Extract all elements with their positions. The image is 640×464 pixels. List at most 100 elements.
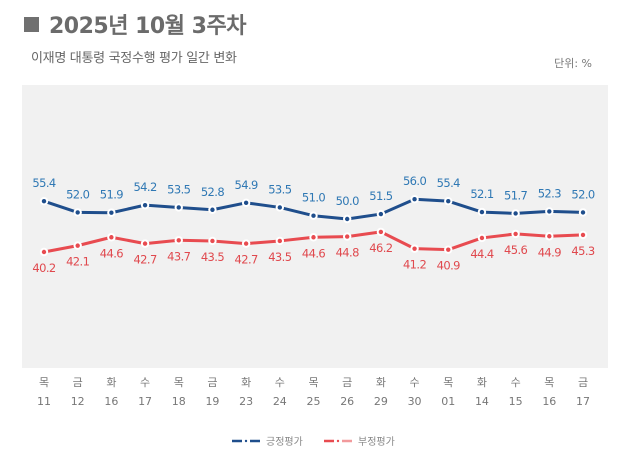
data-point-negative [277, 238, 283, 244]
data-label-negative: 42.7 [133, 253, 156, 267]
data-label-positive: 50.0 [336, 194, 359, 208]
title-text: 2025년 10월 3주차 [49, 14, 246, 39]
x-tick-date: 30 [408, 395, 422, 408]
data-label-positive: 54.9 [235, 178, 258, 192]
line-segment-negative [514, 232, 551, 238]
x-tick-date: 18 [172, 395, 186, 408]
data-label-negative: 41.2 [403, 258, 426, 272]
data-label-negative: 45.6 [504, 243, 527, 257]
data-point-negative [513, 231, 518, 237]
line-segment-positive [210, 201, 248, 212]
data-point-negative [41, 249, 47, 255]
x-tick-date: 29 [374, 395, 388, 408]
data-label-negative: 44.8 [336, 246, 359, 260]
x-tick-day: 화 [106, 376, 116, 389]
data-label-positive: 55.4 [437, 176, 460, 190]
x-tick-date: 12 [71, 395, 85, 408]
x-tick-day: 목 [174, 376, 184, 389]
line-segment-negative [480, 232, 518, 240]
line-segment-negative [109, 235, 147, 246]
line-segment-positive [278, 205, 315, 218]
line-segment-negative [244, 239, 282, 246]
line-segment-positive [446, 199, 484, 214]
legend-swatch-negative-dot [336, 439, 340, 443]
x-tick-day: 수 [275, 376, 285, 389]
x-tick-day: 금 [342, 376, 352, 389]
legend: 긍정평가 부정평가 [232, 436, 395, 448]
data-point-negative [142, 241, 148, 246]
data-label-positive: 52.0 [571, 187, 594, 201]
data-label-positive: 51.7 [504, 188, 527, 202]
line-segment-negative [143, 238, 181, 246]
data-point-positive [479, 209, 485, 215]
line-segment-positive [480, 210, 518, 215]
line-segment-positive [143, 203, 181, 209]
data-label-negative: 40.9 [437, 259, 460, 273]
legend-label-negative: 부정평가 [358, 436, 395, 448]
data-label-positive: 51.0 [302, 191, 325, 205]
data-point-negative [446, 247, 451, 252]
x-tick-date: 14 [475, 395, 489, 408]
chart-title: 2025년 10월 3주차 [24, 8, 246, 40]
x-tick-day: 목 [544, 376, 554, 389]
x-tick-date: 16 [542, 395, 556, 408]
data-point-negative [311, 235, 316, 240]
x-tick-day: 화 [477, 376, 487, 389]
series-points [39, 195, 588, 257]
data-point-positive [176, 205, 181, 210]
line-segment-negative [413, 247, 450, 252]
line-segment-positive [514, 209, 551, 215]
unit-label: 단위: % [554, 57, 592, 70]
line-segment-negative [210, 239, 248, 246]
x-tick-day: 금 [73, 376, 83, 389]
x-tick-date: 15 [509, 395, 523, 408]
line-segment-negative [446, 236, 484, 252]
data-point-positive [210, 207, 215, 212]
x-tick-date: 17 [138, 395, 152, 408]
data-label-positive: 52.3 [538, 186, 561, 200]
x-tick-date: 11 [37, 395, 51, 408]
data-label-positive: 51.5 [369, 189, 392, 203]
data-label-positive: 52.0 [66, 187, 89, 201]
x-tick-day: 목 [308, 376, 318, 389]
data-label-negative: 40.2 [32, 261, 55, 275]
data-point-positive [580, 210, 586, 215]
line-segment-negative [345, 230, 383, 239]
data-label-negative: 43.5 [268, 250, 291, 264]
line-segment-negative [42, 244, 80, 254]
data-point-positive [41, 198, 47, 204]
line-segment-positive [547, 209, 585, 214]
data-point-positive [277, 205, 283, 210]
data-label-positive: 52.8 [201, 185, 224, 199]
x-tick-day: 금 [578, 376, 588, 389]
data-label-negative: 44.6 [100, 246, 123, 260]
legend-item-positive: 긍정평가 [232, 436, 303, 448]
data-label-positive: 53.5 [268, 182, 291, 196]
line-segment-negative [379, 230, 417, 251]
line-segment-positive [345, 212, 383, 221]
line-segment-positive [109, 203, 147, 215]
data-point-negative [412, 246, 417, 251]
data-point-positive [412, 197, 417, 202]
x-axis-ticks: 목 11 금 12 화 16 수 17 목 18 금 19 화 23 수 24 목 25 금 26 화 29 수 30 목 01 화… [37, 376, 590, 408]
x-tick-date: 25 [307, 395, 321, 408]
line-segment-positive [177, 205, 214, 212]
data-point-negative [210, 238, 215, 244]
x-tick-date: 16 [104, 395, 118, 408]
x-tick-date: 26 [340, 395, 354, 408]
data-point-positive [446, 198, 451, 204]
data-point-positive [513, 211, 518, 216]
data-label-positive: 55.4 [32, 176, 55, 190]
legend-swatch-positive-dot [244, 439, 248, 443]
data-label-positive: 51.9 [100, 188, 123, 202]
x-tick-day: 목 [39, 376, 49, 389]
x-tick-day: 수 [511, 376, 521, 389]
line-segment-positive [413, 197, 450, 203]
x-tick-date: 24 [273, 395, 287, 408]
line-segment-positive [312, 214, 349, 221]
data-label-negative: 46.2 [369, 241, 392, 255]
x-tick-day: 수 [410, 376, 420, 389]
data-point-negative [75, 243, 80, 248]
x-tick-day: 수 [140, 376, 150, 389]
